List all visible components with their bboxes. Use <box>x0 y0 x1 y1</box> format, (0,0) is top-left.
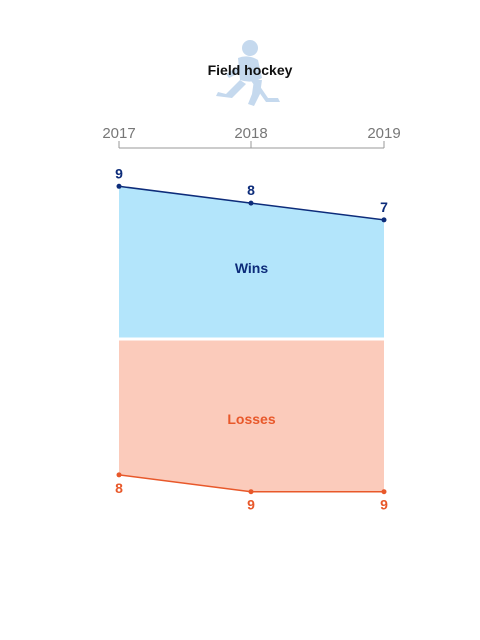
losses-data-label: 9 <box>380 497 388 513</box>
wins-point <box>248 200 254 206</box>
x-tick-label: 2019 <box>367 125 400 142</box>
chart-title: Field hockey <box>208 62 293 78</box>
data-labels: 9 8 7 8 9 9 Wins Losses <box>115 165 388 512</box>
wins-data-label: 9 <box>115 165 123 181</box>
areas <box>119 186 384 492</box>
wins-data-label: 7 <box>380 199 388 215</box>
losses-area <box>119 340 384 492</box>
losses-point <box>116 472 122 478</box>
losses-point <box>248 489 254 495</box>
losses-series-label: Losses <box>227 411 275 427</box>
wins-point <box>381 217 387 223</box>
wins-data-label: 8 <box>247 182 255 198</box>
losses-point <box>381 489 387 495</box>
wins-area <box>119 186 384 338</box>
field-hockey-player-icon <box>216 40 280 106</box>
x-tick-label: 2018 <box>234 125 267 142</box>
series-lines <box>116 183 387 495</box>
wins-point <box>116 183 122 189</box>
x-tick-label: 2017 <box>102 125 135 142</box>
losses-data-label: 9 <box>247 497 255 513</box>
x-axis: 2017 2018 2019 <box>102 125 401 149</box>
wins-series-label: Wins <box>235 260 269 276</box>
losses-data-label: 8 <box>115 480 123 496</box>
